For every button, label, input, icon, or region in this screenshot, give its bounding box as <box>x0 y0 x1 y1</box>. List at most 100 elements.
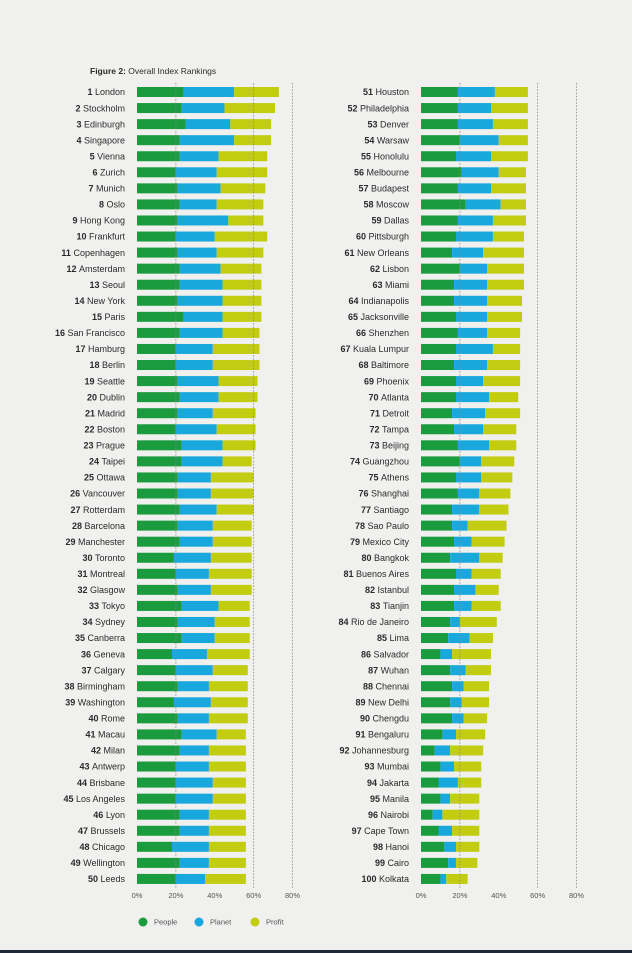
bar-profit-5 <box>218 151 268 162</box>
bar-planet-31 <box>175 568 209 579</box>
bar-profit-8 <box>216 199 264 210</box>
row-label-82: 82 Istanbul <box>365 585 409 595</box>
rank-92: 92 <box>339 746 349 756</box>
bar-profit-81 <box>471 568 501 579</box>
bar-people-48 <box>137 841 172 852</box>
city-36: Geneva <box>91 649 125 659</box>
bar-row-51: 51 Houston <box>363 87 528 97</box>
figure-caption: Figure 2: Overall Index Rankings <box>90 66 216 76</box>
bar-planet-21 <box>177 408 213 419</box>
bar-planet-58 <box>465 199 501 210</box>
city-81: Buenos Aires <box>353 569 409 579</box>
city-28: Barcelona <box>82 521 125 531</box>
bar-row-46: 46 Lyon <box>93 809 246 820</box>
row-label-44: 44 Brisbane <box>77 778 125 788</box>
bar-people-45 <box>137 793 176 804</box>
city-64: Indianapolis <box>358 296 409 306</box>
bar-profit-42 <box>208 745 246 756</box>
bar-row-78: 78 Sao Paulo <box>355 520 507 531</box>
rank-17: 17 <box>75 344 85 354</box>
bar-planet-72 <box>454 424 484 435</box>
rank-3: 3 <box>76 119 81 129</box>
city-100: Kolkata <box>376 874 409 884</box>
bar-row-20: 20 Dublin <box>87 392 258 402</box>
bar-profit-94 <box>457 777 482 788</box>
bar-profit-59 <box>492 215 526 226</box>
bar-profit-19 <box>218 376 258 387</box>
bar-row-5: 5 Vienna <box>90 151 268 161</box>
rank-71: 71 <box>370 408 380 418</box>
city-53: Denver <box>377 119 409 129</box>
bar-people-93 <box>421 761 441 772</box>
rank-11: 11 <box>61 248 71 258</box>
bar-profit-75 <box>481 472 513 483</box>
bar-planet-6 <box>175 167 217 178</box>
bar-planet-50 <box>175 873 206 884</box>
row-label-15: 15 Paris <box>92 312 126 322</box>
row-label-48: 48 Chicago <box>79 842 125 852</box>
bar-planet-38 <box>177 681 209 692</box>
row-label-12: 12 Amsterdam <box>66 264 125 274</box>
row-label-69: 69 Phoenix <box>364 376 410 386</box>
row-label-68: 68 Baltimore <box>358 360 409 370</box>
bar-people-70 <box>421 392 456 403</box>
rank-52: 52 <box>347 103 357 113</box>
bar-planet-60 <box>455 231 493 242</box>
row-label-49: 49 Wellington <box>71 858 125 868</box>
bar-people-17 <box>137 343 176 354</box>
bar-profit-9 <box>228 215 264 226</box>
rank-37: 37 <box>81 665 91 675</box>
bar-planet-51 <box>457 87 495 97</box>
bar-profit-12 <box>220 263 262 274</box>
row-label-13: 13 Seoul <box>89 280 125 290</box>
rank-98: 98 <box>373 842 383 852</box>
bar-row-45: 45 Los Angeles <box>63 793 246 804</box>
row-label-56: 56 Melbourne <box>354 168 409 178</box>
rank-42: 42 <box>91 746 101 756</box>
bar-row-92: 92 Johannesburg <box>339 745 484 756</box>
bar-row-32: 32 Glasgow <box>77 584 252 595</box>
bar-profit-23 <box>222 440 256 451</box>
bar-row-55: 55 Honolulu <box>361 151 528 161</box>
bar-planet-41 <box>181 729 217 740</box>
bar-profit-71 <box>485 408 521 419</box>
rank-97: 97 <box>352 826 362 836</box>
bar-profit-31 <box>208 568 252 579</box>
rank-1: 1 <box>87 87 92 97</box>
bar-profit-1 <box>234 87 279 97</box>
row-label-93: 93 Mumbai <box>364 762 409 772</box>
legend-label-profit: Profit <box>266 918 284 927</box>
legend-label-people: People <box>154 918 177 927</box>
rank-75: 75 <box>368 473 378 483</box>
bar-row-99: 99 Cairo <box>375 857 478 868</box>
row-label-73: 73 Beijing <box>369 441 409 451</box>
bar-profit-27 <box>216 504 254 515</box>
city-23: Prague <box>93 441 125 451</box>
x-tick-label-20: 20% <box>168 891 183 900</box>
bar-profit-30 <box>210 552 252 563</box>
bar-planet-9 <box>177 215 229 226</box>
bar-profit-93 <box>454 761 482 772</box>
city-63: Miami <box>383 280 410 290</box>
city-4: Singapore <box>81 135 125 145</box>
bar-row-3: 3 Edinburgh <box>76 119 272 129</box>
bar-profit-79 <box>471 536 505 547</box>
bar-profit-32 <box>210 584 252 595</box>
bar-planet-55 <box>455 151 491 162</box>
rank-66: 66 <box>356 328 366 338</box>
row-label-30: 30 Toronto <box>82 553 125 563</box>
bar-row-27: 27 Rotterdam <box>70 504 254 515</box>
bar-row-79: 79 Mexico City <box>350 536 505 547</box>
rank-45: 45 <box>63 794 73 804</box>
rank-44: 44 <box>77 778 87 788</box>
bar-people-37 <box>137 665 176 676</box>
row-label-74: 74 Guangzhou <box>350 457 409 467</box>
row-label-3: 3 Edinburgh <box>76 119 125 129</box>
row-label-38: 38 Birmingham <box>64 681 125 691</box>
bar-row-42: 42 Milan <box>91 745 246 756</box>
city-43: Antwerp <box>89 762 125 772</box>
bar-row-54: 54 Warsaw <box>364 135 528 145</box>
city-45: Los Angeles <box>73 794 125 804</box>
